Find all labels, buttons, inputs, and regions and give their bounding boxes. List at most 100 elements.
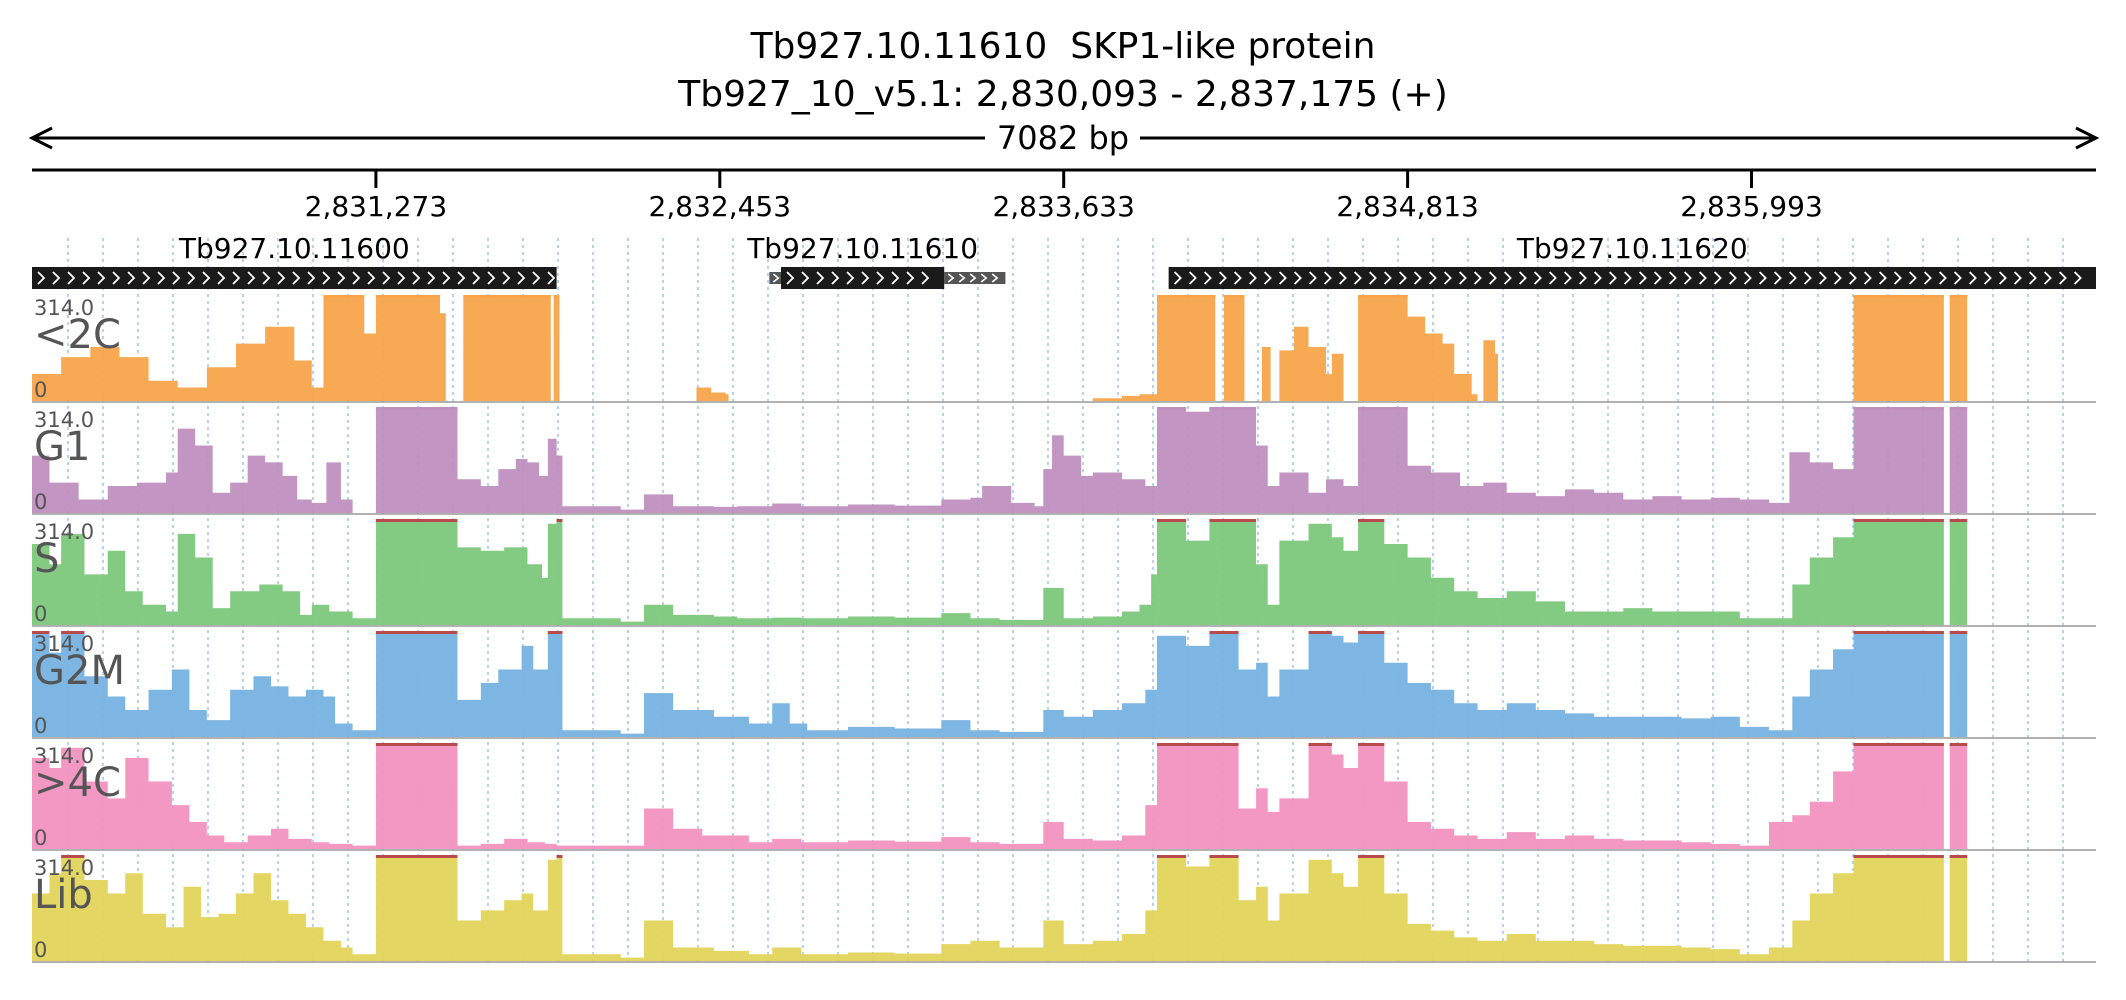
strand-arrow-icon bbox=[1443, 271, 1452, 285]
strand-arrow-icon bbox=[958, 273, 966, 283]
strand-arrow-icon bbox=[1713, 271, 1722, 285]
strand-arrow-icon bbox=[1173, 271, 1182, 285]
strand-arrow-icon bbox=[1218, 271, 1227, 285]
arrow-right-icon bbox=[2075, 126, 2100, 150]
clip-marker bbox=[547, 631, 563, 634]
strand-arrow-icon bbox=[487, 271, 496, 285]
clip-marker bbox=[1308, 743, 1332, 746]
coverage-area bbox=[32, 407, 2096, 513]
clip-marker bbox=[1156, 407, 1187, 410]
strand-arrow-icon bbox=[906, 271, 915, 285]
strand-arrow-icon bbox=[980, 273, 988, 283]
strand-arrow-icon bbox=[442, 271, 451, 285]
clip-marker bbox=[375, 855, 458, 858]
strand-arrow-icon bbox=[1788, 271, 1797, 285]
strand-arrow-icon bbox=[1773, 271, 1782, 285]
strand-arrow-icon bbox=[1803, 271, 1812, 285]
clip-marker bbox=[1209, 519, 1257, 522]
gene-track: Tb927.10.11600 Tb927.10.11610 Tb927.10.116… bbox=[32, 232, 2096, 289]
strand-arrow-icon bbox=[1623, 271, 1632, 285]
strand-arrow-icon bbox=[37, 271, 46, 285]
clip-marker bbox=[1156, 743, 1239, 746]
strand-arrow-icon bbox=[262, 271, 271, 285]
coverage-area bbox=[32, 743, 2096, 849]
track-range-max: 314.0 bbox=[34, 632, 94, 656]
track-range-min: 0 bbox=[34, 378, 47, 402]
strand-arrow-icon bbox=[1938, 271, 1947, 285]
strand-arrow-icon bbox=[876, 271, 885, 285]
clip-marker bbox=[1358, 295, 1408, 298]
strand-arrow-icon bbox=[1308, 271, 1317, 285]
track-range-max: 314.0 bbox=[34, 520, 94, 544]
gene-label: Tb927.10.11620 bbox=[1516, 232, 1748, 265]
strand-arrow-icon bbox=[427, 271, 436, 285]
arrow-left-icon bbox=[28, 126, 53, 150]
track-range-max: 314.0 bbox=[34, 296, 94, 320]
clip-marker bbox=[375, 519, 458, 522]
gene-feature bbox=[32, 267, 557, 289]
strand-arrow-icon bbox=[861, 271, 870, 285]
chart-title-line2: Tb927_10_v5.1: 2,830,093 - 2,837,175 (+) bbox=[677, 74, 1448, 115]
coverage-track: 314.0 0 G1 bbox=[32, 407, 2096, 515]
strand-arrow-icon bbox=[1458, 271, 1467, 285]
strand-arrow-icon bbox=[1758, 271, 1767, 285]
x-tick-label: 2,835,993 bbox=[1680, 190, 1823, 223]
coverage-track: 314.0 0 <2C bbox=[32, 295, 2096, 403]
coverage-track: 314.0 0 >4C bbox=[32, 743, 2096, 851]
strand-arrow-icon bbox=[547, 271, 556, 285]
strand-arrow-icon bbox=[1833, 271, 1842, 285]
strand-arrow-icon bbox=[1293, 271, 1302, 285]
strand-arrow-icon bbox=[947, 273, 955, 283]
strand-arrow-icon bbox=[1728, 271, 1737, 285]
strand-arrow-icon bbox=[532, 271, 541, 285]
clip-marker bbox=[1358, 519, 1385, 522]
track-name-label: S bbox=[34, 536, 59, 582]
coverage-area bbox=[32, 855, 2096, 961]
clip-marker bbox=[375, 407, 458, 410]
strand-arrow-icon bbox=[1548, 271, 1557, 285]
track-name-label: >4C bbox=[34, 760, 121, 806]
track-name-label: G1 bbox=[34, 424, 90, 470]
chart-title-line1: Tb927.10.11610 SKP1-like protein bbox=[750, 26, 1376, 67]
gene-label: Tb927.10.11600 bbox=[178, 232, 410, 265]
clip-marker bbox=[61, 855, 85, 858]
span-ruler: 7082 bp bbox=[28, 119, 2100, 157]
strand-arrow-icon bbox=[1248, 271, 1257, 285]
strand-arrow-icon bbox=[1818, 271, 1827, 285]
strand-arrow-icon bbox=[1323, 271, 1332, 285]
strand-arrow-icon bbox=[1233, 271, 1242, 285]
x-tick-label: 2,831,273 bbox=[305, 190, 448, 223]
strand-arrow-icon bbox=[337, 271, 346, 285]
strand-arrow-icon bbox=[382, 271, 391, 285]
track-name-label: <2C bbox=[34, 312, 121, 358]
strand-arrow-icon bbox=[1953, 271, 1962, 285]
strand-arrow-icon bbox=[801, 271, 810, 285]
clip-marker bbox=[1209, 855, 1239, 858]
strand-arrow-icon bbox=[1968, 271, 1977, 285]
strand-arrow-icon bbox=[1203, 271, 1212, 285]
strand-arrow-icon bbox=[2013, 271, 2022, 285]
strand-arrow-icon bbox=[891, 271, 900, 285]
x-tick-label: 2,833,633 bbox=[992, 190, 1135, 223]
clip-marker bbox=[1156, 855, 1187, 858]
strand-arrow-icon bbox=[502, 271, 511, 285]
strand-arrow-icon bbox=[202, 271, 211, 285]
strand-arrow-icon bbox=[1278, 271, 1287, 285]
clip-marker bbox=[1358, 743, 1385, 746]
clip-marker bbox=[61, 631, 85, 634]
strand-arrow-icon bbox=[127, 271, 136, 285]
clip-marker bbox=[1949, 407, 1968, 410]
strand-arrow-icon bbox=[97, 271, 106, 285]
strand-arrow-icon bbox=[1878, 271, 1887, 285]
strand-arrow-icon bbox=[1683, 271, 1692, 285]
strand-arrow-icon bbox=[172, 271, 181, 285]
clip-marker bbox=[1358, 631, 1385, 634]
strand-arrow-icon bbox=[367, 271, 376, 285]
strand-arrow-icon bbox=[1473, 271, 1482, 285]
strand-arrow-icon bbox=[217, 271, 226, 285]
strand-arrow-icon bbox=[82, 271, 91, 285]
strand-arrow-icon bbox=[1413, 271, 1422, 285]
strand-arrow-icon bbox=[1638, 271, 1647, 285]
strand-arrow-icon bbox=[412, 271, 421, 285]
clip-marker bbox=[32, 631, 50, 634]
